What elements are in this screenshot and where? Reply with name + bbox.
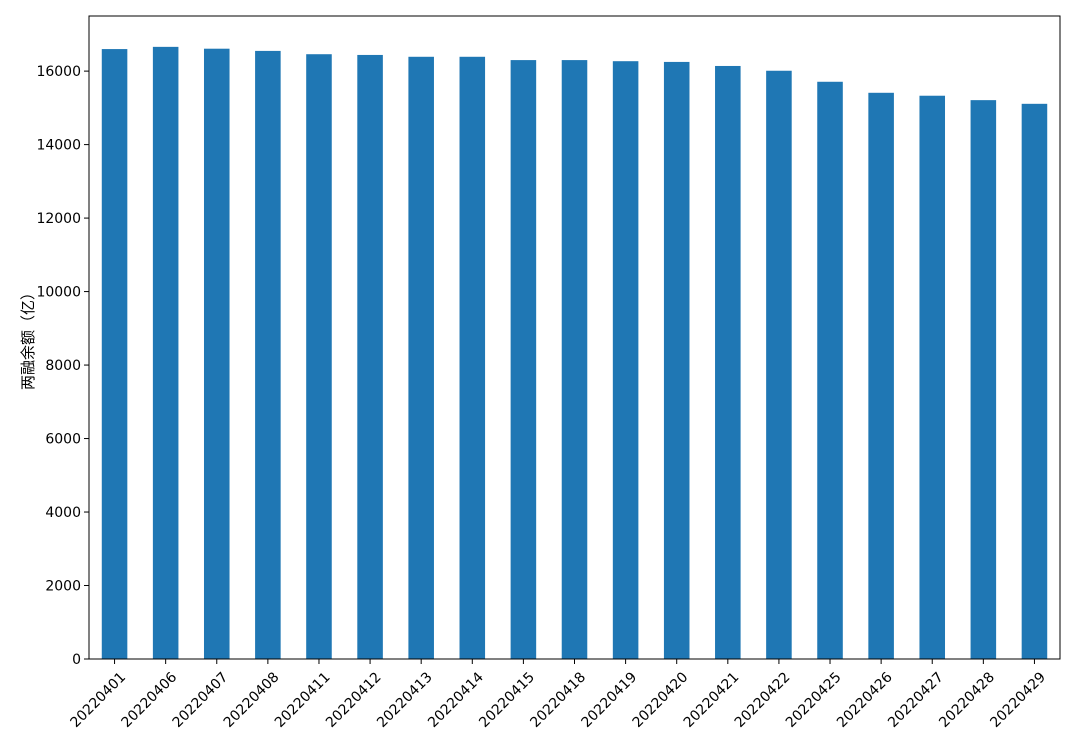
bar-20220413	[408, 56, 434, 660]
bar-20220421	[715, 65, 741, 660]
y-tick-label-4000: 4000	[45, 505, 81, 521]
y-axis-label: 两融余额（亿）	[19, 285, 37, 390]
y-tick-label-16000: 16000	[36, 64, 81, 80]
bar-20220425	[817, 81, 843, 659]
y-axis: 0 2000 4000 6000 8000 10000 12000 14000 16000	[36, 64, 89, 668]
y-tick-label-14000: 14000	[36, 138, 81, 154]
bar-20220407	[203, 48, 230, 659]
bar-20220401	[101, 49, 128, 659]
bar-20220418	[561, 60, 588, 659]
bar-20220411	[306, 54, 332, 659]
bar-20220427	[919, 95, 946, 660]
bar-20220406	[152, 46, 179, 659]
bar-20220420	[663, 61, 690, 659]
bar-20220408	[255, 50, 281, 660]
bars-group	[101, 46, 1048, 660]
plot-frame	[88, 15, 1061, 660]
bar-20220415	[510, 60, 537, 659]
bar-20220429	[1021, 103, 1048, 659]
bar-20220412	[357, 54, 383, 659]
bar-20220422	[766, 70, 792, 660]
y-tick-label-6000: 6000	[45, 432, 81, 448]
y-tick-label-2000: 2000	[45, 579, 81, 595]
bar-20220419	[612, 61, 639, 659]
bar-20220428	[970, 100, 997, 660]
y-tick-label-10000: 10000	[36, 285, 81, 301]
bar-20220426	[868, 92, 894, 659]
bar-20220414	[459, 56, 486, 660]
y-tick-label-12000: 12000	[36, 211, 81, 227]
x-tick-label-20220429: 20220429	[987, 669, 1049, 731]
y-tick-label-0: 0	[72, 652, 81, 668]
x-axis: 2022040120220406202204072022040820220411…	[67, 659, 1049, 731]
y-tick-label-8000: 8000	[45, 358, 81, 374]
